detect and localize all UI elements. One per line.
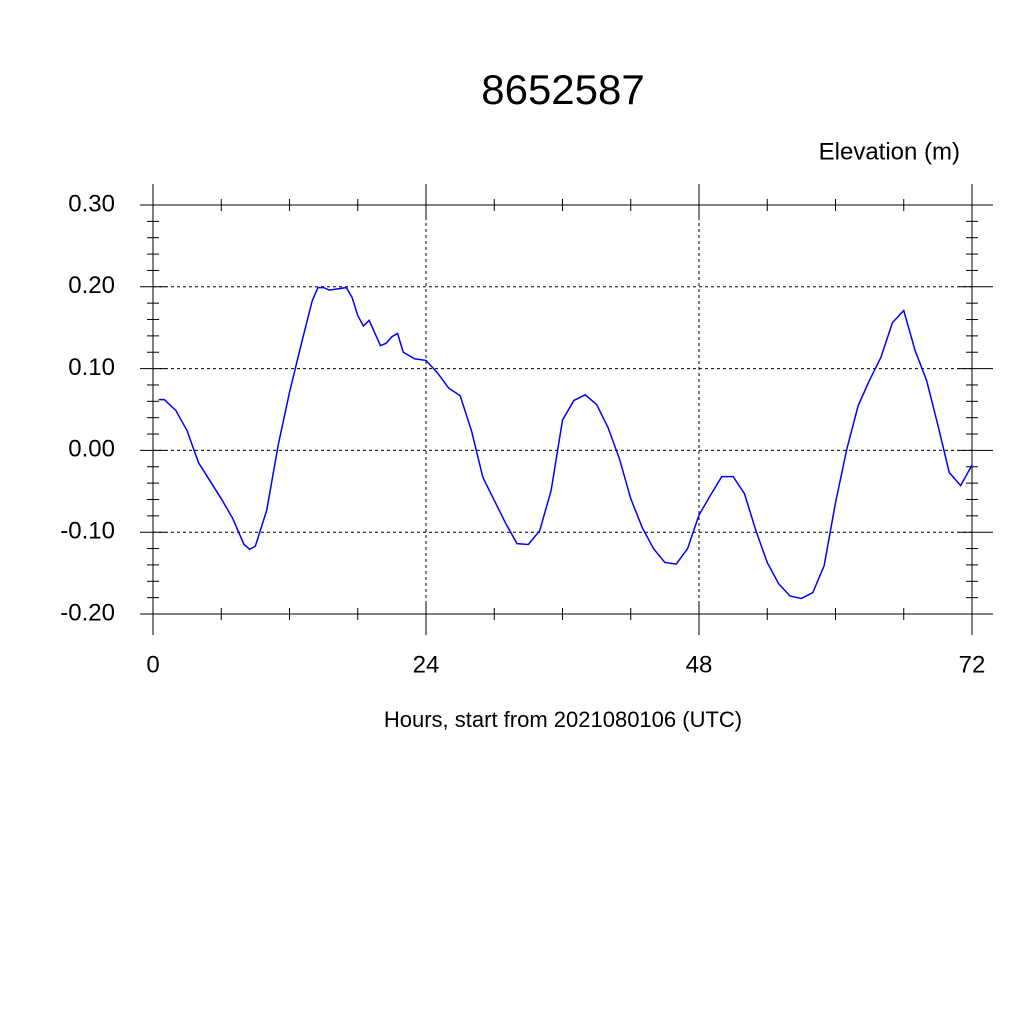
y-tick-label: 0.10 xyxy=(68,354,115,381)
y-tick-label: 0.00 xyxy=(68,436,115,463)
chart-title: 8652587 xyxy=(481,66,645,113)
x-tick-label: 72 xyxy=(959,651,986,678)
y-tick-label: -0.10 xyxy=(60,518,115,545)
plot-frame xyxy=(152,204,973,615)
x-tick-label: 24 xyxy=(413,651,440,678)
x-tick-label: 0 xyxy=(146,651,159,678)
data-line xyxy=(158,286,973,600)
y-tick-label: 0.30 xyxy=(68,190,115,217)
y-axis-label: Elevation (m) xyxy=(819,138,960,165)
x-tick-label: 48 xyxy=(686,651,713,678)
y-tick-label: -0.20 xyxy=(60,599,115,626)
y-tick-label: 0.20 xyxy=(68,272,115,299)
x-axis-label: Hours, start from 2021080106 (UTC) xyxy=(384,707,742,732)
